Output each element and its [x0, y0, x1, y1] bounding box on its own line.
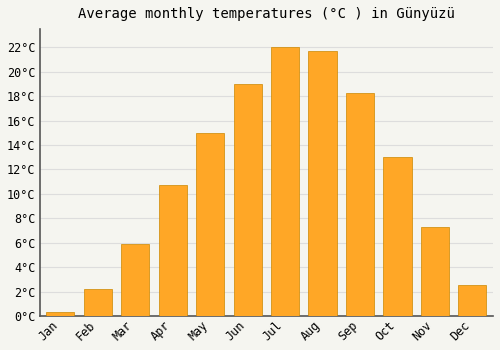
Bar — [421, 227, 449, 316]
Bar — [84, 289, 112, 316]
Bar — [121, 244, 149, 316]
Bar — [384, 157, 411, 316]
Bar — [458, 286, 486, 316]
Bar — [308, 51, 336, 316]
Bar — [346, 92, 374, 316]
Title: Average monthly temperatures (°C ) in Günyüzü: Average monthly temperatures (°C ) in Gü… — [78, 7, 455, 21]
Bar — [46, 312, 74, 316]
Bar — [271, 47, 299, 316]
Bar — [196, 133, 224, 316]
Bar — [158, 186, 186, 316]
Bar — [234, 84, 262, 316]
